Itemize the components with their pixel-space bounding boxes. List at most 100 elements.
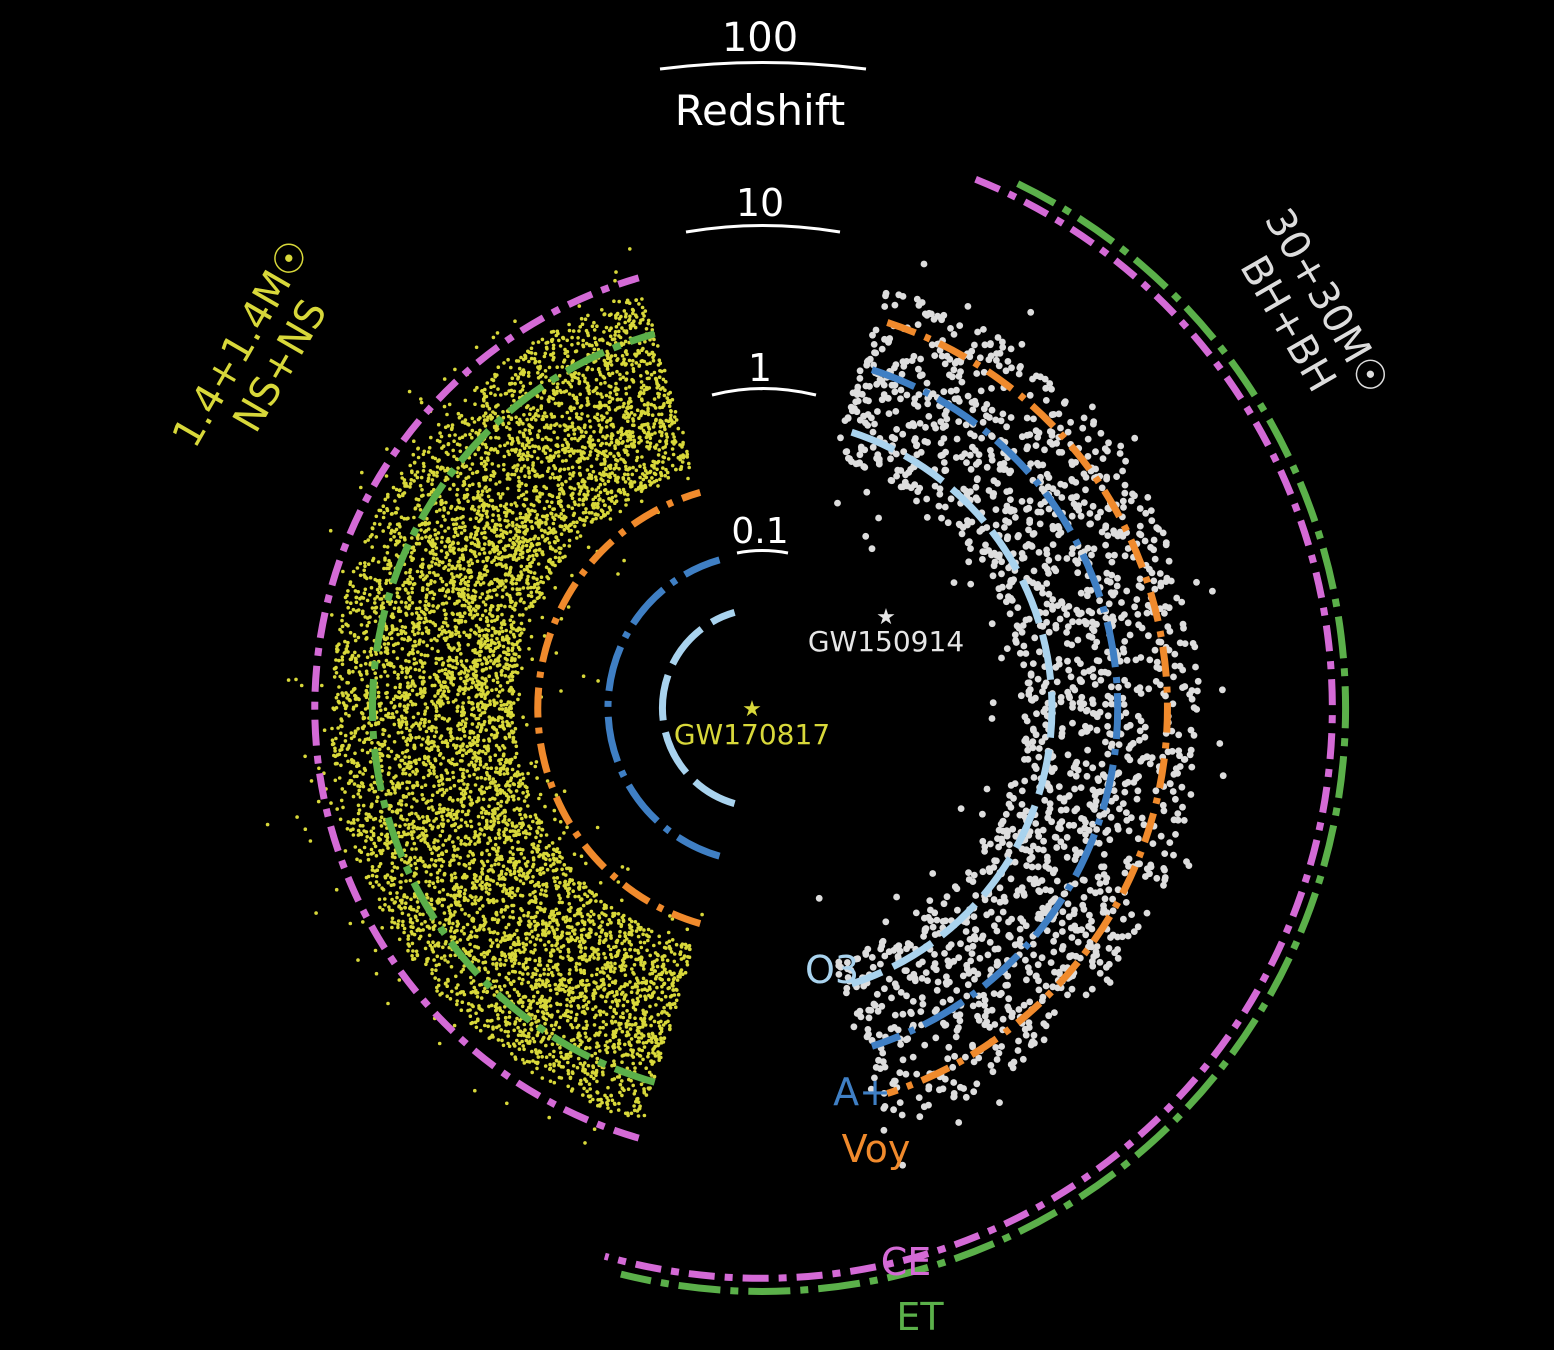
bns-sample-point (369, 837, 374, 842)
bns-sample-point (574, 412, 579, 416)
bns-sample-point (551, 521, 556, 526)
bns-sample-point (381, 529, 386, 533)
bns-sample-point (508, 630, 513, 634)
bns-sample-point (373, 844, 378, 849)
bns-sample-point (451, 817, 456, 822)
bns-sample-point (436, 879, 440, 884)
bns-sample-point (519, 631, 524, 635)
bns-sample-point (482, 765, 486, 769)
bns-sample-point (502, 931, 507, 935)
bns-sample-point (646, 1054, 650, 1059)
bns-sample-point (652, 969, 657, 973)
bns-sample-point (535, 596, 540, 601)
bns-sample-point (360, 748, 365, 753)
bns-sample-point (504, 872, 508, 876)
bns-sample-point (467, 763, 471, 767)
bns-sample-point (464, 544, 468, 549)
bns-sample-point (441, 817, 445, 822)
bns-sample-point (553, 555, 558, 560)
bns-sample-point (429, 872, 433, 877)
bns-sample-point (344, 711, 348, 716)
bns-sample-point (639, 1036, 644, 1040)
bns-sample-point (456, 847, 460, 851)
bns-sample-point (589, 909, 594, 914)
bns-sample-point (556, 450, 561, 454)
bns-sample-point (507, 421, 511, 426)
bns-sample-point (390, 712, 395, 716)
bns-sample-point (687, 461, 691, 466)
bns-sample-point (470, 561, 475, 566)
bns-sample-point (456, 474, 460, 479)
bns-sample-point (525, 564, 529, 569)
bns-sample-point (451, 586, 456, 591)
bns-sample-point (459, 659, 464, 663)
bns-sample-point (455, 493, 459, 497)
bns-sample-point (335, 807, 340, 811)
bns-sample-point (467, 563, 472, 568)
bns-sample-point (430, 478, 435, 482)
bns-sample-point (486, 970, 491, 975)
bns-sample-point (458, 889, 463, 894)
bns-sample-point (478, 595, 483, 600)
bns-sample-point (358, 573, 363, 578)
bns-sample-point (532, 1039, 537, 1044)
bns-sample-point (431, 604, 435, 608)
bns-sample-point (485, 875, 489, 880)
bns-sample-point (434, 709, 439, 713)
bns-sample-point (471, 672, 476, 676)
bns-sample-point (457, 415, 462, 420)
bns-sample-point (538, 853, 543, 857)
bns-sample-point (406, 635, 411, 640)
bns-sample-point (349, 601, 353, 605)
bns-sample-point (578, 911, 582, 916)
bns-sample-point (592, 912, 596, 917)
bns-sample-point (432, 765, 436, 770)
bns-sample-point (517, 692, 522, 697)
bns-sample-point (480, 489, 485, 494)
bns-sample-point (413, 855, 417, 860)
bns-sample-point (437, 563, 441, 567)
bns-sample-point (406, 516, 410, 521)
bns-sample-point (389, 715, 393, 720)
bns-sample-point (485, 456, 490, 460)
bns-sample-point (559, 1050, 563, 1055)
bns-sample-point (440, 814, 444, 819)
bns-sample-point (658, 405, 662, 410)
bns-sample-point (571, 520, 576, 525)
bns-sample-point (417, 936, 422, 941)
bns-sample-point (616, 430, 620, 435)
bns-sample-point (490, 1018, 494, 1023)
bns-sample-point (476, 447, 481, 452)
bns-sample-point (519, 355, 523, 360)
bns-sample-point (651, 342, 656, 347)
bns-sample-point (526, 374, 531, 378)
bns-sample-point (529, 590, 534, 595)
bns-sample-point (640, 305, 645, 310)
bns-sample-point (413, 639, 417, 644)
bns-sample-point (470, 1020, 475, 1025)
bns-sample-point (370, 775, 375, 779)
bns-sample-point (592, 1023, 597, 1027)
bns-sample-point (545, 867, 550, 872)
bns-sample-point (659, 412, 664, 417)
bns-sample-point (410, 590, 415, 595)
bns-sample-point (443, 425, 448, 430)
bns-sample-point (612, 1101, 617, 1106)
bns-sample-point (496, 1016, 501, 1021)
bns-sample-point (349, 731, 354, 735)
bns-sample-point (447, 797, 452, 801)
bns-sample-point (494, 766, 499, 770)
bns-sample-point (453, 848, 457, 852)
bns-sample-point (530, 975, 534, 979)
bns-sample-point (495, 899, 499, 903)
bns-sample-point (630, 967, 634, 971)
bns-sample-point (401, 923, 405, 927)
bns-sample-point (581, 1026, 586, 1030)
bns-sample-point (437, 858, 442, 862)
bns-sample-point (447, 837, 451, 841)
bns-sample-point (425, 653, 430, 658)
bns-sample-point (535, 968, 539, 973)
bns-sample-point (514, 504, 519, 508)
bns-sample-point (684, 946, 688, 950)
bns-sample-point (531, 875, 535, 879)
